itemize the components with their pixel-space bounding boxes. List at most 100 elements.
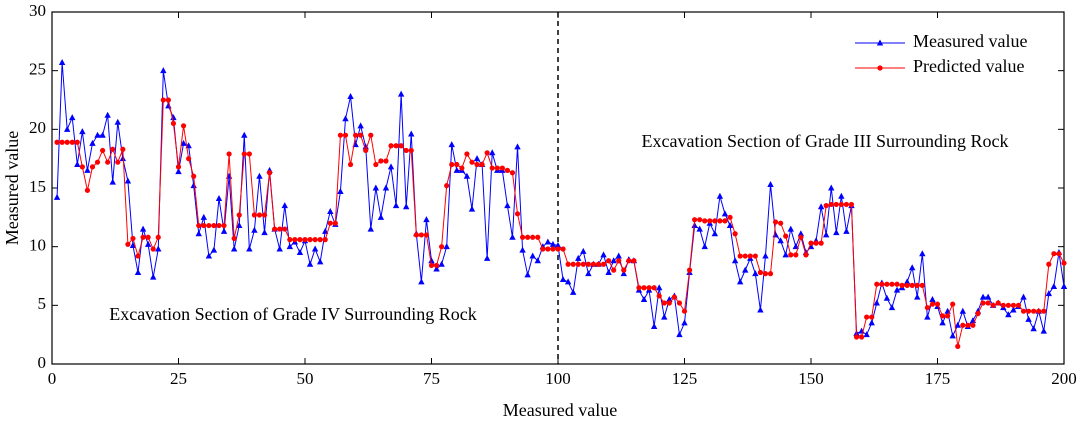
marker bbox=[909, 264, 916, 271]
marker bbox=[408, 147, 414, 154]
marker bbox=[281, 202, 288, 209]
marker bbox=[165, 102, 172, 109]
marker bbox=[813, 240, 819, 246]
marker bbox=[671, 294, 677, 300]
marker bbox=[585, 270, 592, 277]
marker bbox=[874, 281, 880, 287]
marker bbox=[554, 241, 562, 248]
marker bbox=[833, 201, 839, 208]
marker bbox=[443, 243, 450, 250]
marker bbox=[519, 234, 526, 240]
legend-marker bbox=[876, 39, 884, 46]
marker bbox=[215, 195, 223, 202]
marker bbox=[453, 166, 460, 173]
marker bbox=[367, 225, 374, 232]
marker bbox=[448, 141, 455, 148]
marker bbox=[84, 166, 91, 173]
marker bbox=[413, 232, 419, 238]
marker bbox=[1025, 315, 1032, 322]
marker bbox=[843, 227, 850, 234]
annotation: Excavation Section of Grade III Surround… bbox=[642, 131, 1009, 151]
marker bbox=[564, 278, 572, 285]
marker bbox=[100, 147, 106, 154]
marker bbox=[889, 281, 895, 287]
y-tick-label: 15 bbox=[29, 177, 46, 196]
marker bbox=[256, 212, 263, 218]
marker bbox=[818, 240, 824, 246]
marker bbox=[888, 304, 896, 311]
x-axis-label: Measured value bbox=[503, 400, 617, 420]
marker bbox=[1046, 261, 1052, 267]
marker bbox=[418, 232, 424, 238]
marker bbox=[105, 159, 111, 165]
marker bbox=[74, 161, 81, 168]
marker bbox=[54, 139, 60, 145]
marker bbox=[696, 225, 703, 232]
marker bbox=[261, 212, 268, 218]
marker bbox=[140, 234, 146, 240]
legend-label: Predicted value bbox=[913, 56, 1024, 76]
marker bbox=[1050, 283, 1058, 290]
marker bbox=[519, 246, 526, 253]
marker bbox=[84, 187, 91, 193]
marker bbox=[530, 234, 536, 240]
x-tick-label: 25 bbox=[170, 369, 187, 388]
marker bbox=[676, 331, 683, 338]
marker bbox=[332, 220, 338, 226]
marker bbox=[945, 313, 951, 319]
x-tick-label: 100 bbox=[545, 369, 571, 388]
marker bbox=[979, 293, 987, 300]
marker bbox=[960, 322, 966, 328]
marker bbox=[732, 231, 738, 237]
marker bbox=[636, 285, 642, 291]
marker bbox=[934, 301, 941, 307]
marker bbox=[322, 237, 328, 243]
marker bbox=[631, 258, 637, 264]
series-line bbox=[56, 62, 1065, 338]
marker bbox=[387, 163, 395, 170]
marker bbox=[514, 211, 521, 217]
marker bbox=[798, 234, 804, 240]
marker bbox=[53, 193, 61, 200]
marker bbox=[838, 201, 844, 208]
marker bbox=[221, 222, 227, 229]
marker bbox=[428, 257, 435, 264]
marker bbox=[529, 252, 536, 259]
marker bbox=[610, 257, 617, 264]
marker bbox=[939, 313, 946, 319]
marker bbox=[144, 240, 152, 247]
marker bbox=[914, 282, 920, 288]
marker bbox=[1060, 283, 1068, 290]
marker bbox=[160, 67, 167, 74]
marker bbox=[241, 131, 248, 138]
marker bbox=[752, 270, 759, 277]
marker bbox=[347, 161, 354, 168]
marker bbox=[99, 131, 106, 138]
marker bbox=[363, 147, 369, 154]
marker bbox=[717, 218, 723, 224]
marker bbox=[701, 243, 708, 250]
marker bbox=[757, 306, 764, 313]
marker bbox=[1031, 308, 1037, 314]
x-tick-label: 200 bbox=[1051, 369, 1077, 388]
marker bbox=[1051, 251, 1057, 257]
marker bbox=[433, 265, 440, 272]
marker bbox=[89, 139, 96, 146]
marker bbox=[949, 332, 956, 339]
marker bbox=[272, 226, 278, 232]
marker bbox=[726, 222, 734, 229]
x-tick-label: 150 bbox=[798, 369, 824, 388]
marker bbox=[403, 147, 409, 154]
marker bbox=[626, 258, 632, 264]
marker bbox=[692, 217, 698, 223]
marker bbox=[1010, 306, 1017, 313]
marker bbox=[484, 150, 490, 156]
marker bbox=[722, 218, 728, 224]
marker bbox=[990, 302, 996, 308]
marker bbox=[74, 139, 80, 145]
marker bbox=[509, 233, 516, 240]
marker bbox=[879, 281, 885, 287]
marker bbox=[1040, 327, 1047, 334]
marker bbox=[59, 139, 65, 145]
